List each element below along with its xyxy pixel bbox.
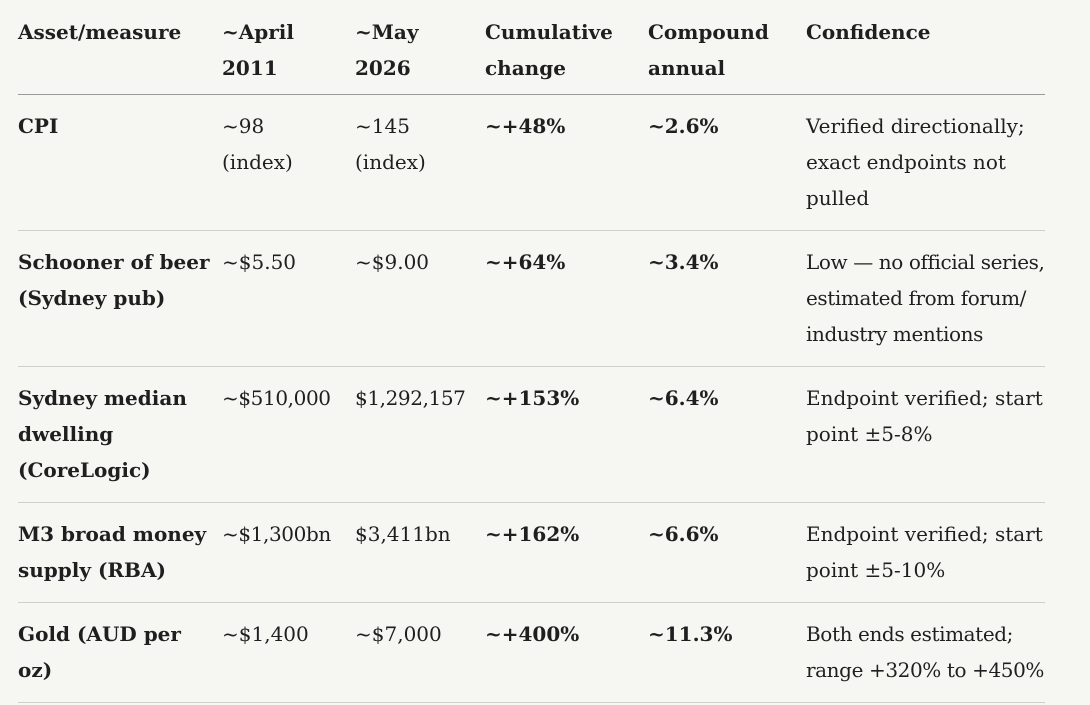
table-row: Schooner of beer (Sydney pub) ~$5.50 ~$9… [18, 230, 1045, 367]
cell-compound: ~6.6% [648, 502, 806, 603]
header-cumulative-change: Cumulative change [485, 10, 648, 95]
table-header: Asset/measure ~April 2011 ~May 2026 Cumu… [18, 10, 1045, 95]
cell-confidence: Endpoint verified; start point ±5-8% [806, 366, 1045, 503]
cell-asset: Sydney median dwelling (CoreLogic) [18, 366, 222, 503]
header-confidence: Confidence [806, 10, 1045, 95]
cell-april-2011: ~$1,300bn [222, 502, 355, 603]
cell-may-2026: ~$7,000 [355, 602, 485, 703]
cell-compound: ~3.4% [648, 230, 806, 367]
table-row: CPI ~98 (index) ~145 (index) ~+48% ~2.6%… [18, 94, 1045, 231]
cell-confidence: Low — no official series, estimated from… [806, 230, 1045, 367]
cell-asset: Gold (AUD per oz) [18, 602, 222, 703]
cell-cumulative: ~+48% [485, 94, 648, 231]
cell-asset: M3 broad money supply (RBA) [18, 502, 222, 603]
cell-cumulative: ~+400% [485, 602, 648, 703]
cell-cumulative: ~+153% [485, 366, 648, 503]
asset-comparison-table: Asset/measure ~April 2011 ~May 2026 Cumu… [18, 10, 1045, 703]
header-asset: Asset/measure [18, 10, 222, 95]
cell-compound: ~11.3% [648, 602, 806, 703]
header-row: Asset/measure ~April 2011 ~May 2026 Cumu… [18, 10, 1045, 95]
cell-may-2026: ~145 (index) [355, 94, 485, 231]
cell-confidence: Endpoint verified; start point ±5-10% [806, 502, 1045, 603]
cell-confidence: Both ends estimated; range +320% to +450… [806, 602, 1045, 703]
cell-cumulative: ~+64% [485, 230, 648, 367]
cell-asset: CPI [18, 94, 222, 231]
cell-may-2026: ~$9.00 [355, 230, 485, 367]
cell-confidence: Verified directionally; exact endpoints … [806, 94, 1045, 231]
header-april-2011: ~April 2011 [222, 10, 355, 95]
cell-compound: ~2.6% [648, 94, 806, 231]
table-row: Sydney median dwelling (CoreLogic) ~$510… [18, 366, 1045, 503]
table-body: CPI ~98 (index) ~145 (index) ~+48% ~2.6%… [18, 94, 1045, 703]
cell-april-2011: ~$5.50 [222, 230, 355, 367]
cell-cumulative: ~+162% [485, 502, 648, 603]
header-may-2026: ~May 2026 [355, 10, 485, 95]
cell-compound: ~6.4% [648, 366, 806, 503]
table-row: M3 broad money supply (RBA) ~$1,300bn $3… [18, 502, 1045, 603]
header-compound-annual: Compound annual [648, 10, 806, 95]
cell-may-2026: $1,292,157 [355, 366, 485, 503]
cell-april-2011: ~98 (index) [222, 94, 355, 231]
cell-april-2011: ~$510,000 [222, 366, 355, 503]
table-row: Gold (AUD per oz) ~$1,400 ~$7,000 ~+400%… [18, 602, 1045, 703]
cell-asset: Schooner of beer (Sydney pub) [18, 230, 222, 367]
comparison-table-container: Asset/measure ~April 2011 ~May 2026 Cumu… [18, 10, 1045, 703]
cell-april-2011: ~$1,400 [222, 602, 355, 703]
cell-may-2026: $3,411bn [355, 502, 485, 603]
